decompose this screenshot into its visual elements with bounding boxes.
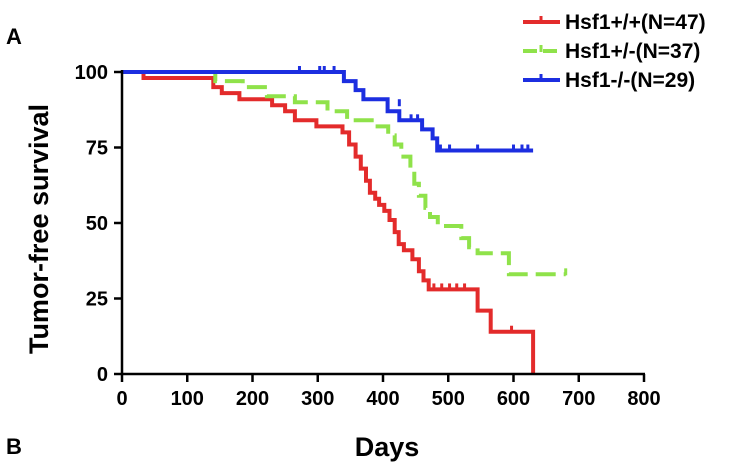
y-tick-label: 0	[97, 364, 108, 386]
legend-label: Hsf1+/-(N=37)	[565, 40, 700, 63]
series-line	[122, 70, 534, 153]
y-axis-title: Tumor-free survival	[24, 104, 54, 354]
y-tick-label: 50	[86, 213, 108, 235]
legend-label: Hsf1+/+(N=47)	[565, 11, 706, 34]
y-tick-label: 75	[86, 138, 108, 160]
series-0	[122, 70, 536, 374]
x-tick-label: 200	[236, 388, 269, 410]
series-1	[122, 70, 568, 277]
x-tick-label: 400	[366, 388, 399, 410]
x-axis-title: Days	[355, 432, 420, 462]
series-line	[122, 70, 536, 374]
legend: Hsf1+/+(N=47) Hsf1+/-(N=37) Hsf1-/-(N=29)	[523, 11, 706, 92]
series-2	[122, 66, 534, 153]
y-tick-label: 100	[75, 62, 108, 84]
series-line	[122, 70, 566, 277]
x-tick-label: 600	[497, 388, 530, 410]
axes	[120, 70, 645, 376]
x-tick-label: 700	[562, 388, 595, 410]
x-tick-label: 800	[627, 388, 660, 410]
x-tick-label: 500	[432, 388, 465, 410]
series-layer	[122, 66, 568, 374]
x-tick-label: 100	[171, 388, 204, 410]
x-tick-label: 300	[301, 388, 334, 410]
y-tick-label: 25	[86, 289, 108, 311]
panel-label-b: B	[6, 434, 22, 459]
tick-layer: 0 100 200 300 400 500 600 700 800 0 25 50 75 100	[75, 62, 661, 410]
legend-label: Hsf1-/-(N=29)	[565, 69, 695, 92]
panel-label-a: A	[6, 24, 22, 49]
x-tick-label: 0	[116, 388, 127, 410]
